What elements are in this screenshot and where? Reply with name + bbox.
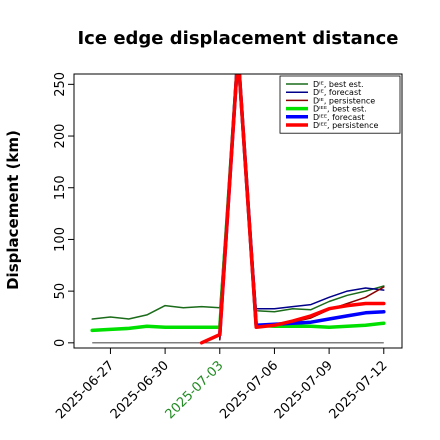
- legend-label: Dᴵᴱᴱ, forecast: [313, 113, 364, 122]
- y-tick-label: 0: [53, 339, 68, 347]
- y-tick-label: 150: [53, 175, 68, 200]
- y-axis-label: Displacement (km): [4, 130, 22, 290]
- legend-label: Dᴵᴱᴱ, persistence: [313, 121, 378, 130]
- series-line-6: [199, 74, 386, 345]
- legend-label: Dᴵᴱ, forecast: [313, 88, 361, 97]
- y-tick-label: 200: [53, 124, 68, 149]
- y-tick-label: 250: [53, 72, 68, 97]
- y-tick-label: 50: [53, 283, 68, 300]
- series-line-1: [91, 74, 385, 320]
- x-tick-label: 2025-07-12: [327, 358, 391, 422]
- y-tick-label: 100: [53, 227, 68, 252]
- legend-label: Dᴵᴱᴱ, best est.: [313, 105, 367, 114]
- chart-title: Ice edge displacement distance: [77, 28, 398, 49]
- legend-label: Dᴵᴱ, persistence: [313, 96, 375, 105]
- plot-frame: [73, 73, 403, 349]
- series-line-4: [90, 74, 386, 333]
- legend-label: Dᴵᴱ, best est.: [313, 80, 364, 89]
